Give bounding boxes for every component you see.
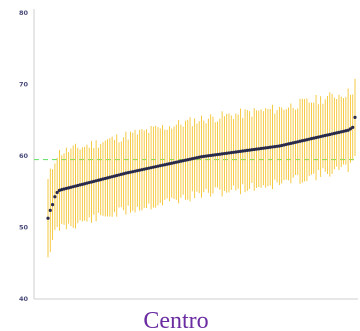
data-point: [48, 208, 52, 212]
chart-axes: [33, 9, 358, 300]
data-point: [348, 127, 353, 131]
y-tick-label: 40: [19, 295, 29, 303]
y-tick-label: 50: [19, 224, 29, 232]
data-point: [55, 190, 59, 195]
data-point: [50, 203, 55, 207]
y-tick-label: 80: [19, 9, 29, 17]
y-tick-label: 70: [19, 81, 29, 89]
y-tick-labels: 40 50 60 70 80: [19, 9, 29, 303]
data-point: [46, 216, 50, 220]
data-point: [353, 115, 357, 119]
y-tick-label: 60: [19, 152, 29, 160]
point-estimates: [46, 115, 357, 220]
data-point: [53, 195, 57, 199]
error-bars: [47, 78, 356, 258]
x-axis-label: Centro: [143, 308, 208, 331]
data-point: [346, 128, 350, 132]
data-point: [351, 125, 355, 129]
